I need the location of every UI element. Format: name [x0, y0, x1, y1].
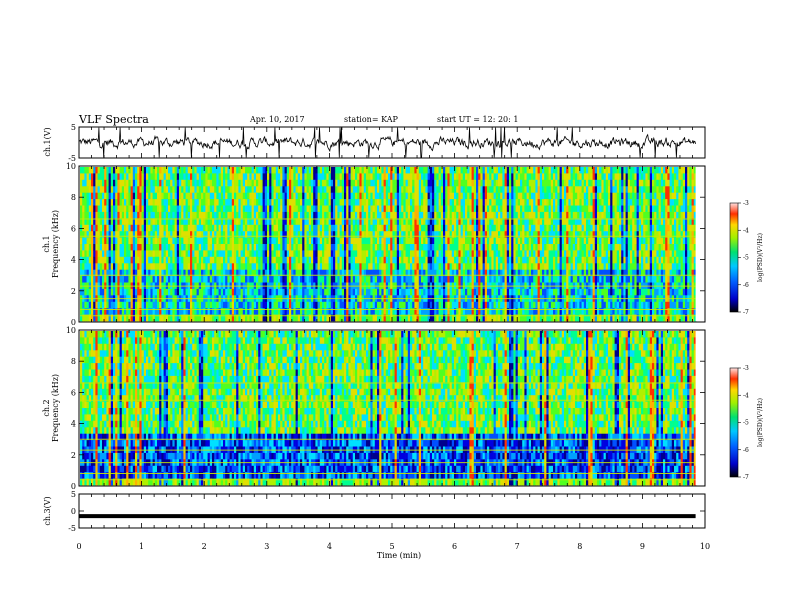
- time-tick-label: 10: [700, 542, 710, 551]
- ch3-waveform-ytick-label: -5: [68, 524, 76, 533]
- time-tick-label: 6: [452, 542, 457, 551]
- ch2-spectrogram-ytick-label: 0: [71, 482, 76, 491]
- ch1-colorbar-tick-label: -4: [743, 227, 749, 234]
- time-tick-label: 2: [202, 542, 207, 551]
- ch2-spectrogram-ytick-label: 6: [71, 388, 76, 397]
- ch2-colorbar-tick-label: -6: [743, 447, 749, 454]
- ch1-spectrogram-ytick-label: 2: [71, 287, 76, 296]
- ch2-spectrogram-panel: 0 2 4 6 8 10 ch.2 Frequency (kHz): [42, 326, 706, 491]
- ch2-spectrogram-ytick-label: 2: [71, 451, 76, 460]
- ch1-waveform-ylabel: ch.1(V): [43, 127, 52, 156]
- ch3-waveform-ytick-label: 5: [71, 490, 76, 499]
- ch2-colorbar-tick-label: -5: [743, 420, 749, 427]
- ch1-waveform-ytick-label: -5: [68, 154, 76, 163]
- ch1-colorbar: -3 -4 -5 -6 -7 log(PSD)(V²/Hz): [729, 200, 764, 316]
- time-axis: 0 1 2 3 4 5 6 7 8 9 10 Time (min): [76, 542, 710, 560]
- ch1-spectrogram-ytick-label: 0: [71, 318, 76, 327]
- ch1-colorbar-tick-label: -7: [743, 309, 749, 316]
- ch3-waveform-panel: 5 0 -5 ch.3(V): [43, 490, 706, 533]
- station-label: station= KAP: [344, 115, 399, 124]
- ch1-colorbar-scale: [729, 202, 739, 313]
- figure-title: VLF Spectra: [78, 113, 149, 126]
- time-tick-label: 1: [139, 542, 144, 551]
- ch1-waveform-panel: 5 -5 ch.1(V): [43, 123, 706, 163]
- ch1-spectrogram-ylabel-channel: ch.1: [42, 235, 51, 252]
- start-ut-label: start UT = 12: 20: 1: [437, 115, 518, 124]
- time-tick-label: 9: [640, 542, 645, 551]
- ch1-spectrogram-ytick-label: 10: [66, 162, 76, 171]
- time-tick-label: 0: [76, 542, 81, 551]
- time-tick-label: 3: [264, 542, 269, 551]
- ch3-waveform-ytick-label: 0: [71, 507, 76, 516]
- ch2-colorbar-tick-label: -7: [743, 474, 749, 481]
- time-tick-label: 7: [515, 542, 520, 551]
- date-label: Apr. 10, 2017: [249, 115, 305, 124]
- time-axis-label: Time (min): [377, 551, 421, 560]
- ch1-spectrogram-ytick-label: 4: [71, 256, 76, 265]
- ch2-colorbar: -3 -4 -5 -6 -7 log(PSD)(V²/Hz): [729, 365, 764, 481]
- ch2-spectrogram-ytick-label: 10: [66, 326, 76, 335]
- ch3-waveform-frame: [78, 493, 706, 529]
- time-tick-label: 8: [577, 542, 582, 551]
- ch1-colorbar-label: log(PSD)(V²/Hz): [757, 233, 764, 282]
- ch1-colorbar-tick-label: -6: [743, 282, 749, 289]
- ch2-spectrogram-ylabel-frequency: Frequency (kHz): [51, 374, 60, 442]
- ch3-waveform-ylabel: ch.3(V): [43, 496, 52, 525]
- ch1-spectrogram-cells: [80, 167, 704, 322]
- ch2-spectrogram-ytick-label: 8: [71, 357, 76, 366]
- ch1-spectrogram-ytick-label: 6: [71, 224, 76, 233]
- ch2-colorbar-tick-label: -3: [743, 365, 749, 372]
- ch2-spectrogram-ylabel-channel: ch.2: [42, 399, 51, 416]
- ch1-spectrogram-ytick-label: 8: [71, 193, 76, 202]
- ch1-spectrogram-ylabel-frequency: Frequency (kHz): [51, 210, 60, 278]
- ch1-waveform-series: [78, 127, 696, 158]
- ch1-colorbar-tick-label: -3: [743, 200, 749, 207]
- ch1-waveform-ytick-label: 5: [71, 123, 76, 132]
- ch1-colorbar-tick-label: -5: [743, 255, 749, 262]
- ch2-spectrogram-ytick-label: 4: [71, 420, 76, 429]
- time-tick-label: 5: [389, 542, 394, 551]
- time-tick-label: 4: [327, 542, 332, 551]
- ch1-spectrogram-panel: 0 2 4 6 8 10 ch.1 Frequency (kHz): [42, 162, 706, 327]
- ch2-colorbar-label: log(PSD)(V²/Hz): [757, 398, 764, 447]
- ch2-colorbar-scale: [729, 367, 739, 478]
- ch2-spectrogram-cells: [80, 331, 704, 486]
- ch2-colorbar-tick-label: -4: [743, 392, 749, 399]
